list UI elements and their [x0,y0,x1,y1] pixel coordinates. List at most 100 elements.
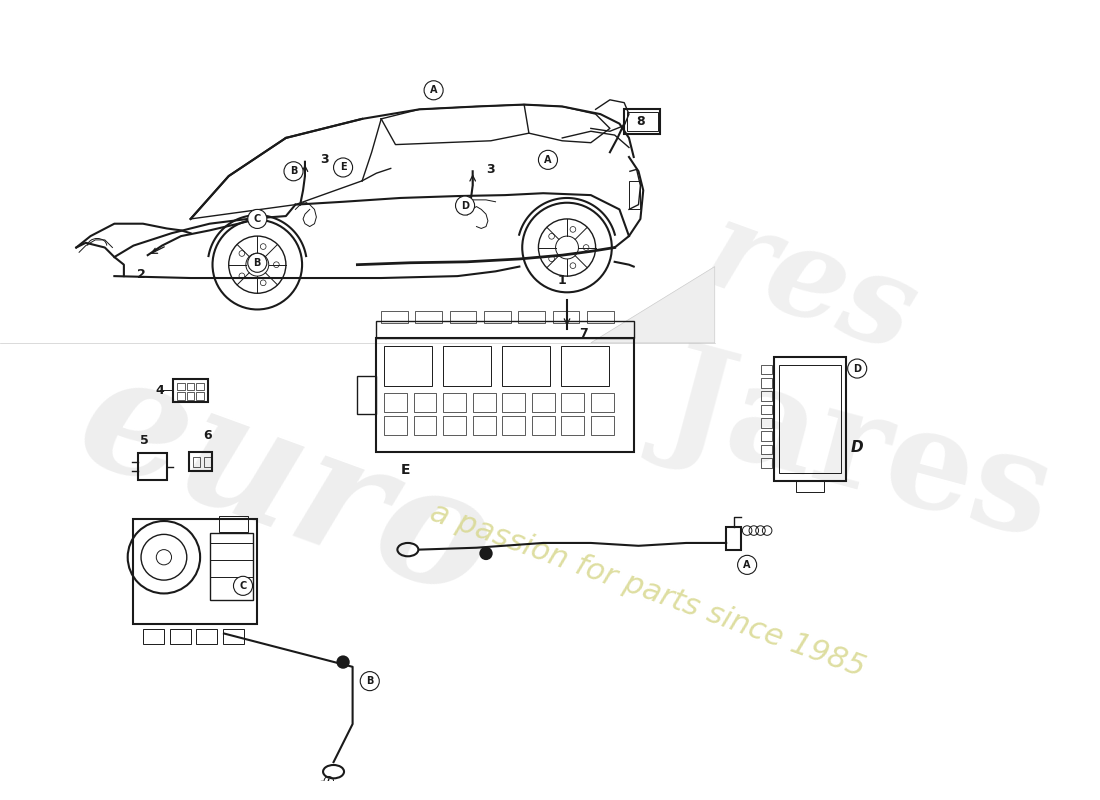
Bar [503,394,525,412]
Bar [414,394,437,412]
Bar [223,629,244,644]
Bar [443,416,466,435]
Bar [187,383,195,390]
Bar [587,311,614,323]
Bar [627,112,658,131]
Circle shape [248,254,267,272]
Bar [591,394,614,412]
Circle shape [425,81,443,100]
Text: B: B [289,166,297,176]
Bar [531,416,554,435]
Bar [177,392,185,400]
Bar [382,311,408,323]
Bar [552,311,580,323]
Bar [761,431,772,441]
Text: 5: 5 [141,434,150,446]
Bar [761,365,772,374]
Text: 1: 1 [558,274,566,287]
Bar [503,416,525,435]
Text: Jares: Jares [649,332,1066,563]
Text: A: A [744,560,751,570]
Text: C: C [254,214,261,224]
Circle shape [233,576,253,595]
Circle shape [360,671,379,690]
Bar [561,346,609,386]
Bar [761,405,772,414]
Bar [177,383,185,390]
Bar [624,110,660,134]
Bar [210,534,253,600]
Bar [503,346,550,386]
Bar [189,453,211,471]
Text: A: A [544,155,552,165]
Bar [795,481,824,493]
Text: 7: 7 [579,326,587,340]
Bar [169,629,190,644]
Bar [561,394,584,412]
Bar [450,311,476,323]
Bar [561,416,584,435]
Bar [443,346,491,386]
Text: D: D [850,440,864,455]
Circle shape [248,210,267,229]
Bar [484,311,510,323]
Text: C: C [240,581,246,591]
Bar [143,629,164,644]
Polygon shape [591,266,715,343]
Bar [219,516,248,531]
Bar [726,526,741,550]
Bar [192,457,200,466]
Bar [414,416,437,435]
Bar [473,416,495,435]
Text: 2: 2 [136,268,145,281]
Text: E: E [340,162,346,173]
Bar [139,454,167,480]
Text: E: E [400,462,410,477]
Bar [518,311,546,323]
Circle shape [738,555,757,574]
Text: B: B [366,676,373,686]
Bar [591,416,614,435]
Text: 4: 4 [156,384,165,397]
Bar [761,418,772,428]
Text: euro: euro [58,337,514,634]
Bar [761,391,772,401]
Text: 3: 3 [486,163,495,176]
Bar [761,445,772,454]
Text: B: B [254,258,261,268]
Circle shape [848,359,867,378]
Text: D: D [854,363,861,374]
Bar [416,311,442,323]
Text: 6: 6 [204,429,212,442]
Text: res: res [688,192,932,380]
Circle shape [333,158,353,177]
Bar [629,181,640,210]
Text: a passion for parts since 1985: a passion for parts since 1985 [427,498,870,683]
Bar [187,392,195,400]
Bar [779,365,842,474]
Bar [174,379,208,402]
Circle shape [337,655,350,669]
Bar [384,346,431,386]
Text: A: A [430,86,438,95]
Bar [376,338,634,453]
Bar [761,378,772,388]
Bar [376,321,634,338]
Bar [531,394,554,412]
Bar [473,394,495,412]
Bar [204,457,211,466]
Bar [196,383,204,390]
Bar [761,458,772,468]
Bar [774,357,846,481]
Bar [196,392,204,400]
Bar [358,376,376,414]
Text: D: D [461,201,469,210]
Bar [384,394,407,412]
Text: 3: 3 [320,154,328,166]
Bar [133,519,257,624]
Bar [443,394,466,412]
Bar [384,416,407,435]
Circle shape [455,196,474,215]
Bar [196,629,218,644]
Circle shape [480,546,493,560]
